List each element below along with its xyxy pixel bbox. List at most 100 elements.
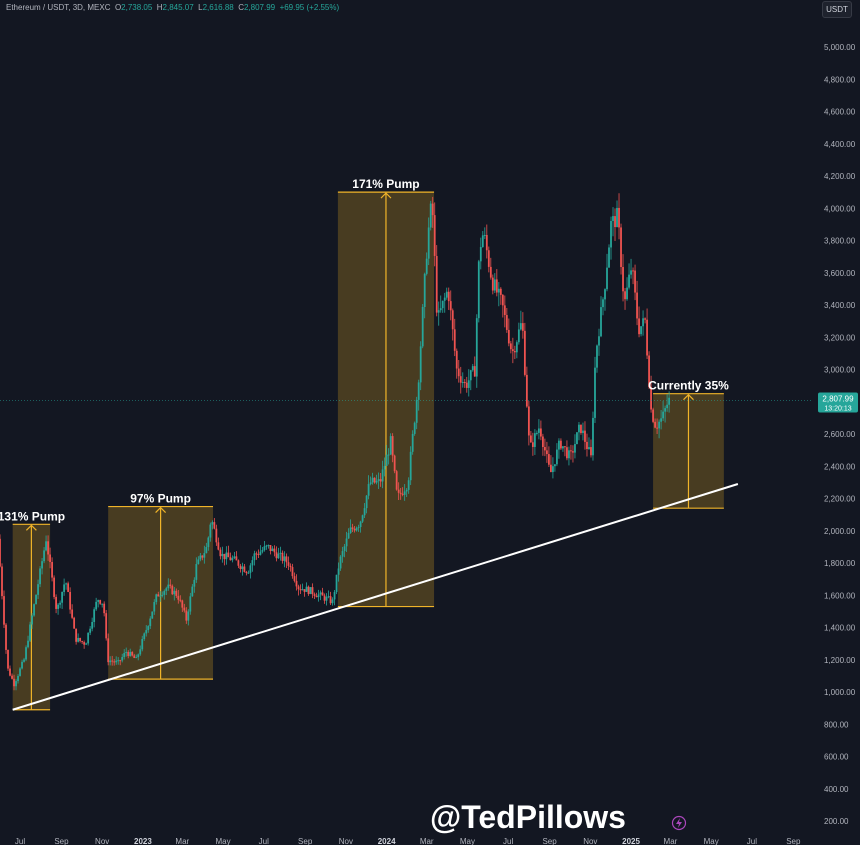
x-tick-label: Mar <box>664 837 678 845</box>
candle <box>572 445 574 463</box>
candle-body <box>405 489 408 492</box>
candle-body <box>129 651 132 656</box>
candle <box>181 599 184 612</box>
candle <box>523 322 526 377</box>
candle-body <box>143 633 146 640</box>
candle-body <box>3 596 5 625</box>
candle <box>584 421 586 450</box>
candle-body <box>161 594 164 596</box>
candle-body <box>31 615 33 625</box>
candle-body <box>425 258 428 274</box>
candle <box>131 651 134 657</box>
candle-body <box>23 659 25 662</box>
candle-body <box>539 428 542 437</box>
candle <box>133 653 136 659</box>
candle-body <box>636 292 638 319</box>
x-tick-label: Nov <box>339 837 353 845</box>
candle <box>111 655 114 666</box>
candle-body <box>293 576 296 581</box>
candle <box>578 422 580 441</box>
candle-body <box>175 590 178 596</box>
candle <box>535 430 538 436</box>
candle-body <box>343 546 346 552</box>
candle-body <box>427 227 430 259</box>
candle-body <box>117 660 120 662</box>
candle-body <box>379 479 382 482</box>
candle-body <box>61 591 64 603</box>
candle <box>541 433 544 456</box>
candle-body <box>69 591 72 610</box>
candle-body <box>437 310 440 313</box>
candle <box>385 444 388 466</box>
candle <box>590 439 592 458</box>
candle-body <box>249 565 252 573</box>
candle-body <box>109 660 112 663</box>
candle-body <box>572 451 574 453</box>
candle-body <box>389 436 392 455</box>
current-price-label: 2,807.99 <box>822 394 854 403</box>
candle <box>481 231 484 248</box>
candle-body <box>121 657 124 661</box>
candle-body <box>183 607 186 611</box>
candle-body <box>193 579 196 587</box>
candle-body <box>9 668 11 676</box>
candle-body <box>227 552 230 558</box>
candle <box>305 582 308 592</box>
candle-body <box>135 657 138 659</box>
candle-body <box>233 556 236 559</box>
candle-body <box>123 653 126 658</box>
candle <box>89 626 92 636</box>
candle-body <box>195 564 198 580</box>
candle-body <box>447 291 450 302</box>
candle-body <box>315 595 318 598</box>
candle-body <box>564 446 566 448</box>
candle <box>47 535 49 561</box>
candle-body <box>115 660 118 663</box>
candle <box>335 574 338 595</box>
candle-body <box>311 587 314 595</box>
candle-body <box>199 555 202 560</box>
candle-body <box>495 279 498 293</box>
candle <box>69 587 72 614</box>
candle-body <box>361 515 364 522</box>
candle-body <box>265 545 268 547</box>
candle-body <box>383 465 386 470</box>
candle <box>529 430 532 443</box>
candle <box>501 294 504 318</box>
candle <box>616 200 618 228</box>
candle <box>31 613 33 629</box>
candle <box>127 650 130 659</box>
candle <box>610 216 612 260</box>
candle-body <box>668 397 671 405</box>
candle <box>87 632 90 646</box>
candle <box>73 616 76 629</box>
candle <box>580 424 582 435</box>
candle <box>574 434 576 459</box>
candle <box>233 551 236 560</box>
candle <box>247 570 250 574</box>
candle <box>141 635 144 652</box>
candle <box>642 310 644 336</box>
candle-body <box>622 266 624 292</box>
candle <box>507 318 510 347</box>
candle-body <box>245 571 248 574</box>
candle <box>275 546 278 562</box>
y-tick-label: 1,800.00 <box>824 559 856 568</box>
candle <box>281 550 284 564</box>
candle <box>177 589 180 604</box>
candle-body <box>546 450 548 455</box>
candle-body <box>473 366 476 377</box>
candle-body <box>574 444 576 453</box>
candle <box>632 267 634 285</box>
candle <box>201 555 204 561</box>
candle-body <box>507 329 510 344</box>
symbol-header: Ethereum / USDT, 3D, MEXC O2,738.05 H2,8… <box>6 3 339 12</box>
candle-body <box>243 566 246 572</box>
candle-body <box>131 651 134 656</box>
candle-body <box>423 273 426 308</box>
currency-unit-button[interactable]: USDT <box>822 1 852 18</box>
candle <box>9 665 11 677</box>
y-tick-label: 3,000.00 <box>824 366 856 375</box>
candle <box>596 344 598 373</box>
